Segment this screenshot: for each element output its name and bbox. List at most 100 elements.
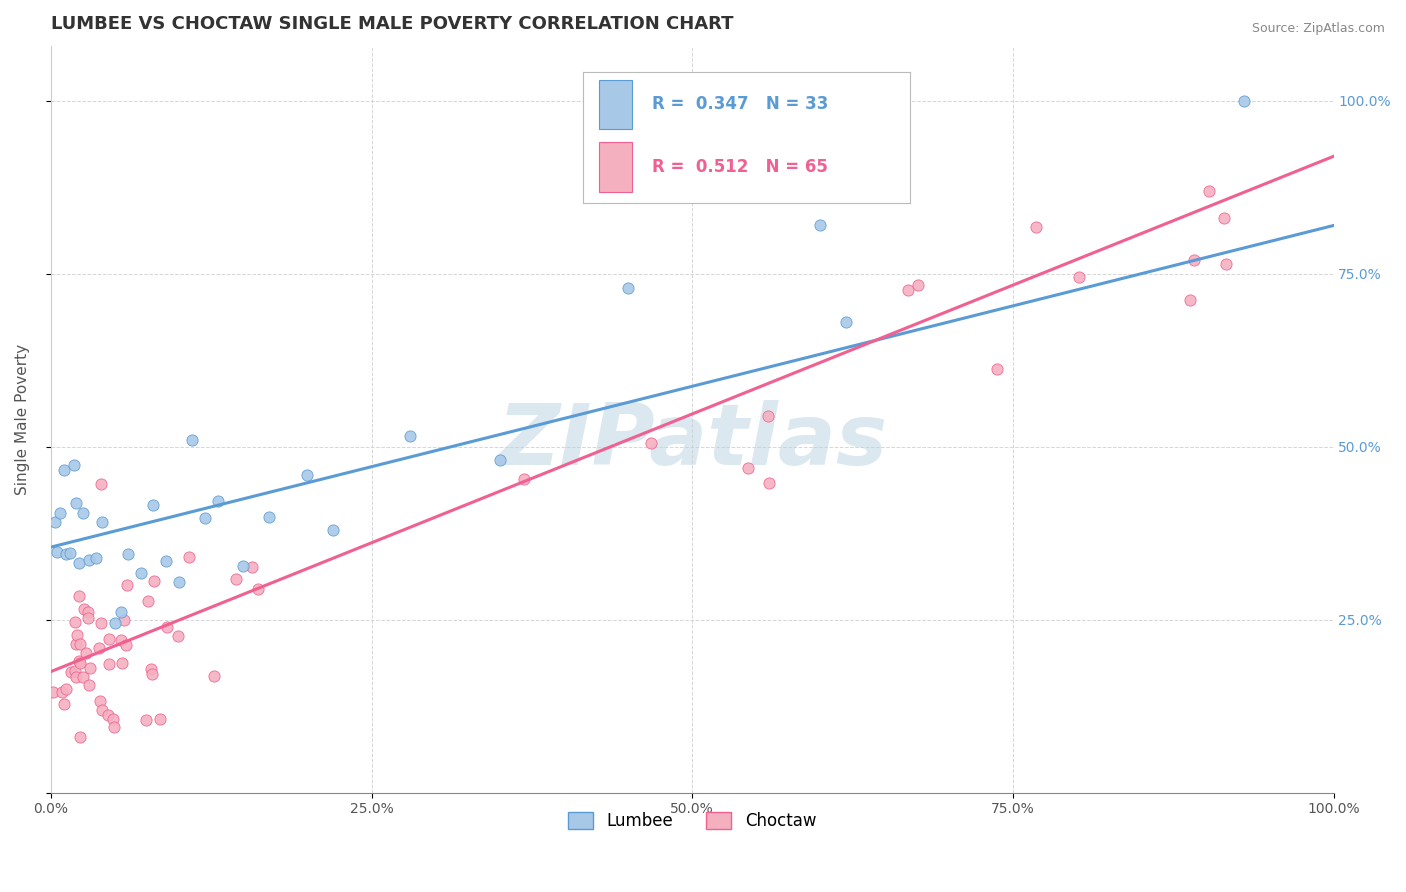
Point bbox=[63, 615, 86, 629]
Text: ZIPatlas: ZIPatlas bbox=[498, 401, 887, 483]
Point bbox=[110, 606, 132, 620]
Point bbox=[79, 552, 101, 566]
Point bbox=[322, 523, 344, 537]
Point bbox=[166, 630, 188, 644]
Point bbox=[129, 566, 152, 580]
Point bbox=[90, 477, 112, 491]
Point bbox=[91, 515, 114, 529]
Point bbox=[156, 620, 179, 634]
Point bbox=[89, 694, 111, 708]
Point bbox=[49, 507, 72, 521]
Point bbox=[91, 703, 114, 717]
Point bbox=[143, 574, 166, 589]
Point bbox=[907, 278, 929, 293]
Point bbox=[77, 605, 100, 619]
Point bbox=[897, 283, 920, 297]
Point bbox=[149, 712, 172, 726]
Point bbox=[835, 315, 858, 329]
Text: Source: ZipAtlas.com: Source: ZipAtlas.com bbox=[1251, 22, 1385, 36]
Point bbox=[810, 219, 832, 233]
Legend: Lumbee, Choctaw: Lumbee, Choctaw bbox=[561, 805, 823, 837]
Point bbox=[52, 697, 75, 711]
Point bbox=[297, 468, 319, 483]
Point bbox=[155, 554, 177, 568]
Point bbox=[1182, 252, 1205, 267]
Point bbox=[1198, 184, 1220, 198]
Point bbox=[60, 665, 83, 679]
Point bbox=[72, 670, 94, 684]
Point bbox=[104, 616, 127, 631]
Point bbox=[44, 515, 66, 529]
Point bbox=[73, 602, 96, 616]
Point bbox=[756, 409, 779, 423]
Point bbox=[51, 685, 73, 699]
Point bbox=[67, 589, 90, 603]
Point bbox=[617, 281, 640, 295]
Point bbox=[640, 435, 662, 450]
Point bbox=[240, 560, 263, 574]
Point bbox=[1233, 94, 1256, 108]
Point bbox=[65, 496, 87, 510]
Point bbox=[46, 545, 69, 559]
Point bbox=[65, 664, 87, 678]
Point bbox=[142, 499, 165, 513]
Point bbox=[97, 707, 120, 722]
Point bbox=[55, 682, 77, 697]
Point bbox=[167, 575, 190, 590]
Point bbox=[72, 506, 94, 520]
Point bbox=[194, 511, 217, 525]
Point bbox=[141, 667, 163, 681]
Point bbox=[69, 731, 91, 745]
Point bbox=[1180, 293, 1202, 307]
Point bbox=[98, 657, 121, 671]
Point bbox=[207, 493, 229, 508]
Point bbox=[986, 362, 1008, 376]
Point bbox=[65, 670, 87, 684]
Point bbox=[67, 556, 90, 570]
Point bbox=[1025, 220, 1047, 235]
Point bbox=[79, 661, 101, 675]
Point bbox=[103, 712, 125, 726]
Point bbox=[1213, 211, 1236, 225]
Point bbox=[202, 668, 225, 682]
Point bbox=[139, 662, 162, 676]
Point bbox=[111, 657, 134, 671]
Point bbox=[110, 632, 132, 647]
Point bbox=[136, 594, 159, 608]
Point bbox=[87, 640, 110, 655]
Point bbox=[77, 610, 100, 624]
Point bbox=[84, 551, 107, 566]
Point bbox=[77, 678, 100, 692]
Point bbox=[737, 461, 759, 475]
Point bbox=[103, 720, 125, 734]
Point bbox=[59, 546, 82, 560]
Point bbox=[1215, 257, 1237, 271]
Point bbox=[69, 637, 91, 651]
Text: LUMBEE VS CHOCTAW SINGLE MALE POVERTY CORRELATION CHART: LUMBEE VS CHOCTAW SINGLE MALE POVERTY CO… bbox=[51, 15, 734, 33]
Point bbox=[399, 429, 422, 443]
Point bbox=[66, 628, 89, 642]
Point bbox=[179, 549, 201, 564]
Y-axis label: Single Male Poverty: Single Male Poverty bbox=[15, 343, 30, 495]
Point bbox=[98, 632, 121, 647]
Point bbox=[65, 637, 87, 651]
Point bbox=[52, 463, 75, 477]
Point bbox=[257, 510, 280, 524]
Point bbox=[114, 638, 136, 652]
Point bbox=[117, 578, 139, 592]
Point bbox=[55, 548, 77, 562]
Point bbox=[225, 572, 247, 586]
Point bbox=[112, 613, 135, 627]
Point bbox=[1069, 270, 1091, 285]
Point bbox=[75, 647, 97, 661]
Point bbox=[69, 656, 91, 670]
Point bbox=[67, 654, 90, 668]
Point bbox=[181, 433, 204, 447]
Point bbox=[488, 453, 510, 467]
Point bbox=[246, 582, 269, 596]
Point bbox=[63, 458, 86, 472]
Point bbox=[758, 475, 780, 490]
Point bbox=[90, 616, 112, 631]
Point bbox=[117, 548, 139, 562]
Point bbox=[513, 472, 536, 486]
